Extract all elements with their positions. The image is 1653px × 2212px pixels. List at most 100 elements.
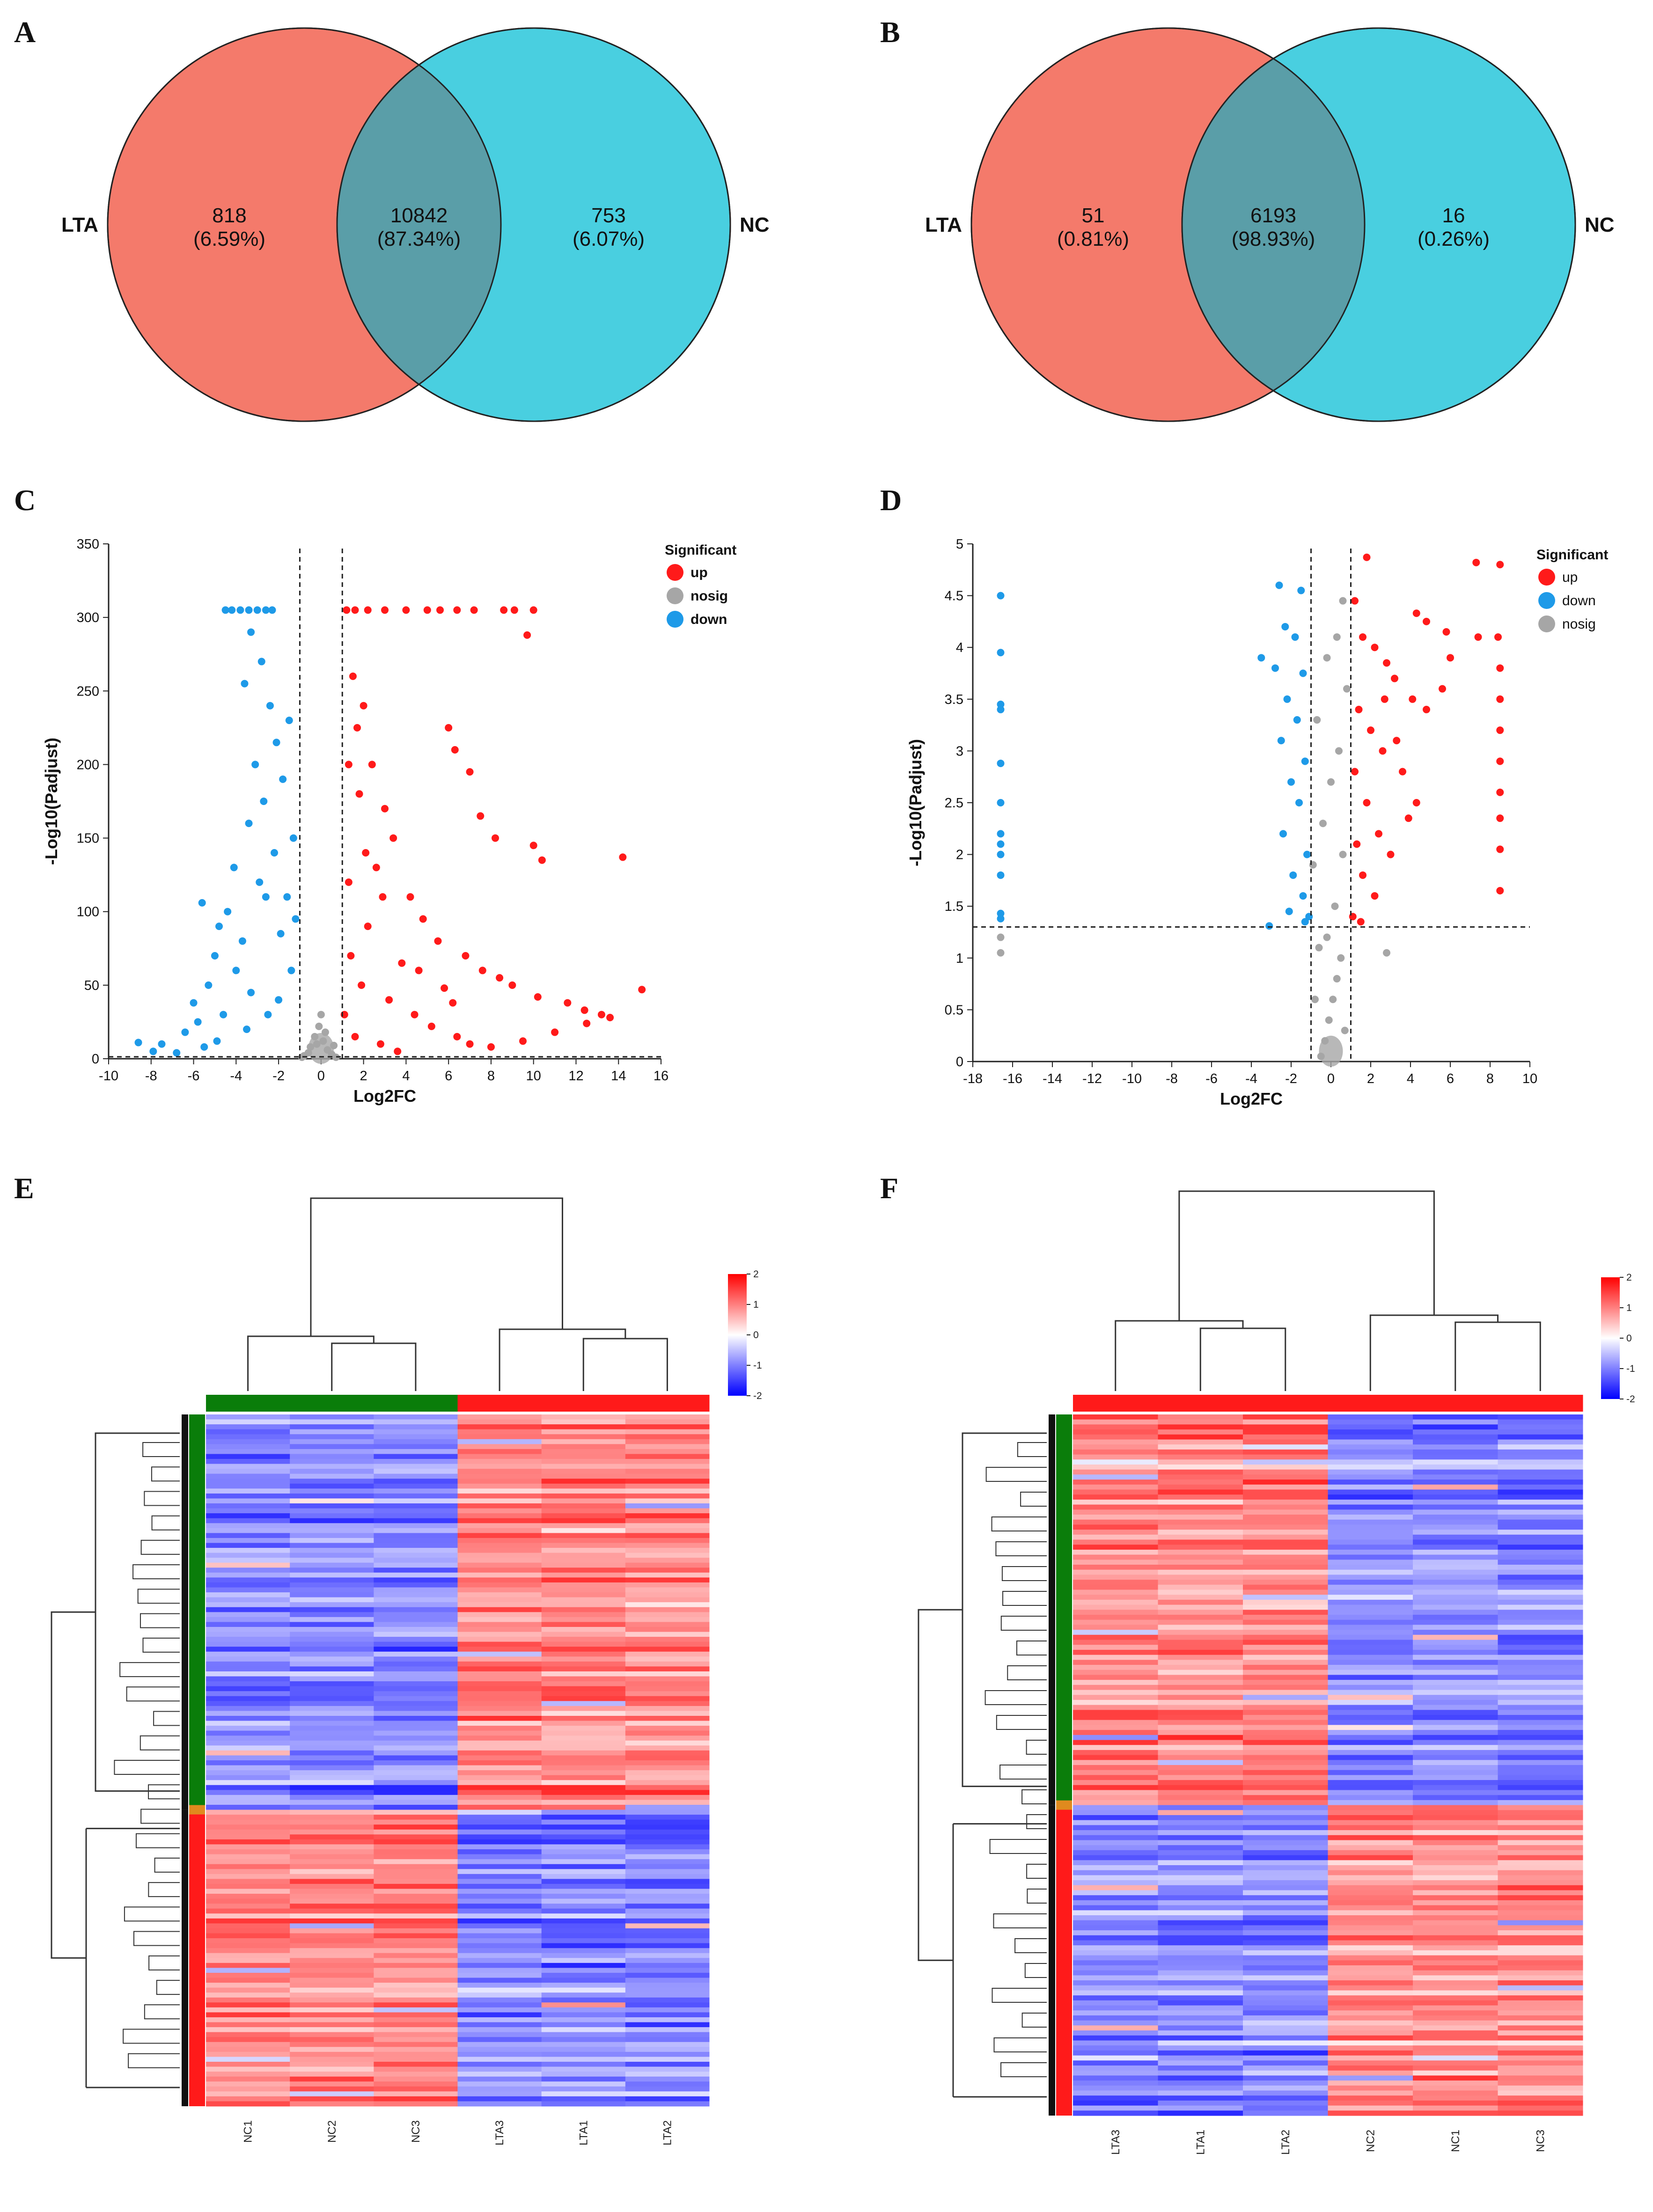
point-nosig <box>1333 633 1341 641</box>
heatmap-cell <box>1073 2075 1158 2081</box>
heatmap-cell <box>1243 2005 1328 2011</box>
heatmap-cell <box>541 1894 626 1899</box>
venn-b: 51(0.81%)6193(98.93%)16(0.26%)LTA NC <box>925 27 1615 422</box>
heatmap-cell <box>1158 1950 1243 1956</box>
heatmap-cell <box>1413 1785 1498 1790</box>
venn-percent: (6.59%) <box>193 227 265 250</box>
heatmap-cell <box>457 1454 542 1459</box>
heatmap-cell <box>206 1775 290 1780</box>
heatmap-cell <box>1073 1970 1158 1976</box>
heatmap-cell <box>1073 1545 1158 1550</box>
heatmap-cell <box>1328 1750 1413 1756</box>
heatmap-cell <box>290 1736 374 1741</box>
heatmap-cell <box>541 2027 626 2033</box>
heatmap-cell <box>1158 1474 1243 1480</box>
heatmap-cell <box>1158 1860 1243 1866</box>
heatmap-cell <box>290 1913 374 1919</box>
legend-marker-nosig <box>667 587 683 604</box>
point-down <box>215 923 223 930</box>
point-nosig <box>1325 1016 1333 1024</box>
heatmap-cell <box>541 2061 626 2067</box>
heatmap-cell <box>1073 1760 1158 1765</box>
heatmap-cell <box>374 1711 458 1716</box>
heatmap-cell <box>1413 1454 1498 1460</box>
row-dendrogram-branch <box>1016 1641 1047 1655</box>
heatmap-cell <box>374 1612 458 1618</box>
heatmap-cell <box>206 1696 290 1701</box>
point-up <box>1371 644 1379 652</box>
heatmap-cell <box>1413 1459 1498 1465</box>
heatmap-cell <box>1413 2005 1498 2011</box>
y-axis-label: -Log10(Padjust) <box>906 739 925 866</box>
heatmap-cell <box>541 1681 626 1687</box>
heatmap-cell <box>206 1879 290 1884</box>
heatmap-cell <box>625 1626 710 1633</box>
heatmap-cell <box>206 1745 290 1751</box>
row-dendrogram-branch <box>992 1988 1047 2003</box>
heatmap-cell <box>1243 1710 1328 1715</box>
point-down <box>251 761 259 769</box>
heatmap-cell <box>1073 1509 1158 1515</box>
heatmap-cell <box>374 1439 458 1444</box>
heatmap-cell <box>625 1913 710 1919</box>
heatmap-cell <box>457 1641 542 1647</box>
heatmap-cell <box>1243 1649 1328 1655</box>
point-up <box>492 834 499 842</box>
heatmap-cell <box>1158 2060 1243 2066</box>
heatmap-cell <box>374 1686 458 1692</box>
heatmap-cell <box>457 2101 542 2107</box>
heatmap-cell <box>374 1760 458 1766</box>
heatmap-cell <box>457 1780 542 1786</box>
point-up <box>1496 561 1504 569</box>
heatmap-cell <box>374 1775 458 1780</box>
heatmap-cell <box>1158 1955 1243 1961</box>
point-up <box>441 984 448 992</box>
heatmap-cell <box>1413 1560 1498 1565</box>
heatmap-cell <box>1073 1815 1158 1821</box>
heatmap-cell <box>1413 1565 1498 1570</box>
point-down <box>262 606 270 614</box>
heatmap-cell <box>290 1918 374 1924</box>
heatmap-cell <box>625 1701 710 1707</box>
heatmap-cell <box>625 1750 710 1756</box>
heatmap-cell <box>625 1454 710 1459</box>
heatmap-cell <box>457 1948 542 1954</box>
heatmap-cell <box>541 1439 626 1444</box>
heatmap-cell <box>541 1948 626 1954</box>
heatmap-cell <box>374 1661 458 1667</box>
heatmap-cell <box>625 2066 710 2072</box>
venn-outline <box>336 27 731 422</box>
point-nosig <box>332 1053 340 1061</box>
heatmap-cell <box>1158 1439 1243 1445</box>
heatmap-cell <box>374 1597 458 1603</box>
heatmap-cell <box>457 1943 542 1948</box>
heatmap-cell <box>457 2022 542 2028</box>
heatmap-cell <box>1328 1960 1413 1966</box>
column-label: LTA3 <box>493 2120 506 2146</box>
heatmap-cell <box>290 2076 374 2082</box>
heatmap-cell <box>1413 2060 1498 2066</box>
column-label: NC2 <box>1364 2130 1377 2152</box>
heatmap-cell <box>541 1661 626 1667</box>
heatmap-cell <box>1413 1800 1498 1806</box>
heatmap-cell <box>541 1800 626 1805</box>
heatmap-cell <box>457 1617 542 1622</box>
heatmap-cell <box>1328 1670 1413 1675</box>
heatmap-cell <box>1158 2080 1243 2086</box>
heatmap-cell <box>1328 1805 1413 1810</box>
venn-outline <box>970 27 1366 422</box>
heatmap-cell <box>374 2012 458 2018</box>
point-up <box>406 893 414 901</box>
column-group-bar <box>541 1395 626 1412</box>
heatmap-cell <box>206 1904 290 1909</box>
heatmap-cell <box>625 1839 710 1845</box>
heatmap-cell <box>1158 1484 1243 1490</box>
heatmap-cell <box>1158 1880 1243 1886</box>
heatmap-cell <box>290 1538 374 1543</box>
heatmap-cell <box>206 2072 290 2077</box>
heatmap-cell <box>1413 1940 1498 1946</box>
heatmap-cell <box>1243 1660 1328 1665</box>
heatmap-cell <box>1413 1925 1498 1931</box>
heatmap-cell <box>1073 1705 1158 1710</box>
heatmap-cell <box>1328 1565 1413 1570</box>
